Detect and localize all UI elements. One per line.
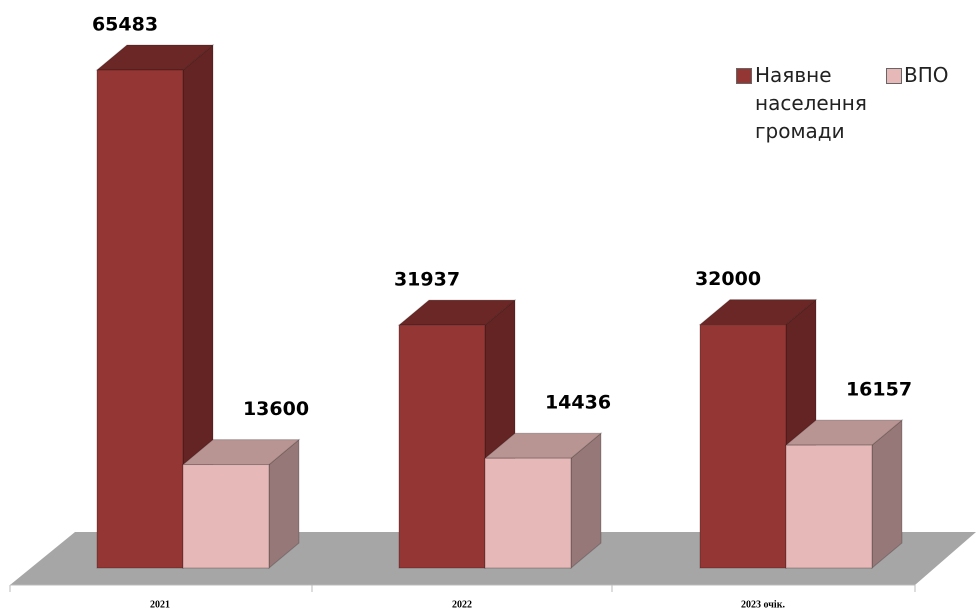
value-label: 65483 <box>92 14 158 36</box>
bar-side <box>871 419 903 570</box>
legend-label: ВПО <box>904 63 949 87</box>
value-label: 14436 <box>545 392 611 414</box>
bar <box>398 324 486 569</box>
bar <box>182 464 270 569</box>
value-label: 31937 <box>394 269 460 291</box>
x-tick-label: 2021 <box>150 599 170 610</box>
legend-swatch <box>736 68 752 84</box>
value-label: 13600 <box>243 398 309 420</box>
value-label: 16157 <box>846 379 912 401</box>
bar <box>785 444 873 569</box>
value-label: 32000 <box>695 268 761 290</box>
legend-swatch <box>886 68 902 84</box>
legend-label: Наявне населення громади <box>755 63 867 143</box>
x-tick-label: 2022 <box>452 599 472 610</box>
x-tick-label: 2023 очік. <box>741 599 785 610</box>
bar <box>484 457 572 569</box>
bar <box>96 69 184 569</box>
bar <box>699 324 787 569</box>
